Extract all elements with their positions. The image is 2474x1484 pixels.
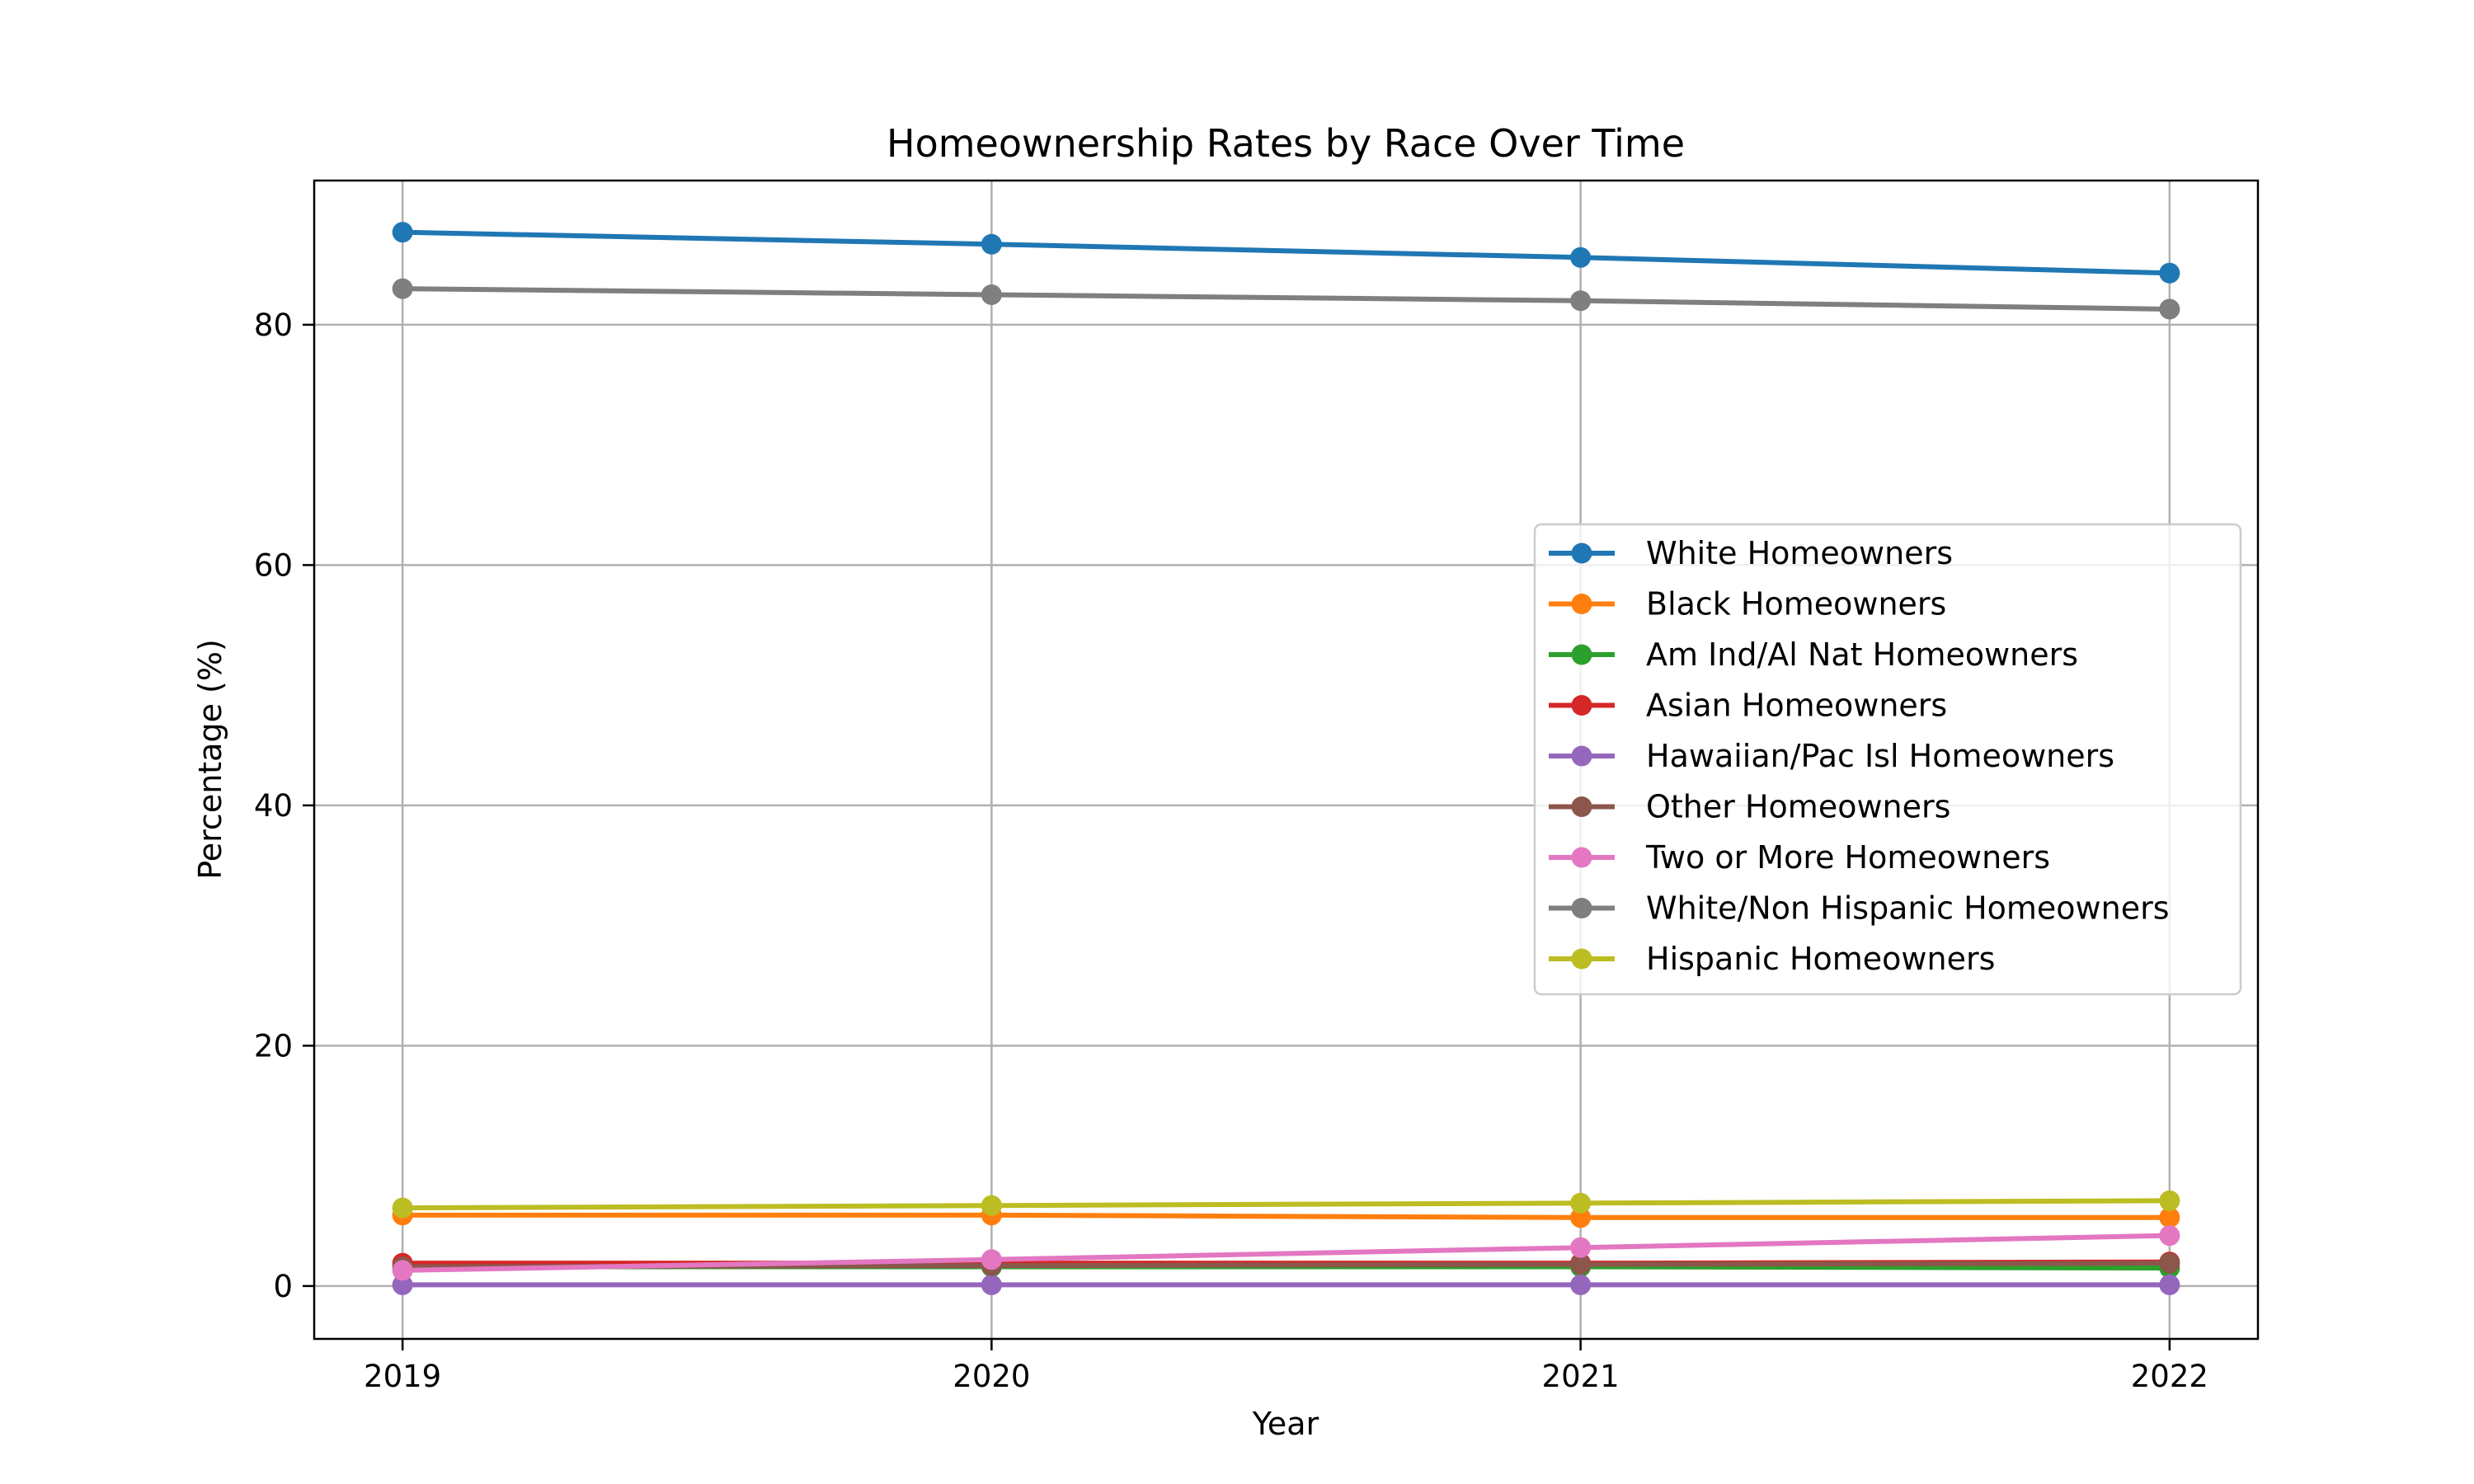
- data-point: [2159, 262, 2180, 284]
- legend-entry: Hispanic Homeowners: [1549, 941, 1995, 977]
- legend-entry: Am Ind/Al Nat Homeowners: [1549, 636, 2078, 673]
- legend-swatch-marker: [1571, 644, 1592, 665]
- y-tick-label: 60: [254, 547, 293, 583]
- data-point: [392, 278, 413, 299]
- data-point: [1570, 1254, 1592, 1275]
- series-line: [402, 1198, 2170, 1211]
- legend-label: Other Homeowners: [1646, 789, 1950, 825]
- data-point: [2159, 1252, 2180, 1274]
- legend-swatch-marker: [1571, 948, 1592, 970]
- legend-swatch-marker: [1571, 847, 1592, 868]
- data-point: [392, 1197, 413, 1219]
- legend-swatch-marker: [1571, 898, 1592, 918]
- legend-label: Asian Homeowners: [1646, 688, 1947, 724]
- legend-label: White/Non Hispanic Homeowners: [1646, 890, 2170, 927]
- data-point: [2159, 1190, 2180, 1211]
- axis-ticks: 2019 2020 2021 2022 0 20 40 60 80: [254, 308, 2208, 1394]
- y-tick-label: 80: [254, 308, 293, 343]
- series-4: [392, 1274, 2180, 1295]
- legend: White Homeowners Black Homeowners Am Ind/A…: [1533, 523, 2242, 996]
- series-line: [402, 229, 2170, 276]
- legend-entry: Other Homeowners: [1549, 789, 1950, 825]
- data-point: [1570, 1237, 1592, 1258]
- legend-swatch-marker: [1571, 745, 1592, 767]
- x-axis-label: Year: [1252, 1406, 1319, 1442]
- data-point: [981, 1195, 1002, 1216]
- y-tick-label: 20: [254, 1028, 293, 1064]
- data-point: [2159, 1225, 2180, 1247]
- data-point: [981, 284, 1002, 305]
- data-point: [1570, 1207, 1592, 1228]
- series-8: [392, 1190, 2180, 1219]
- legend-entry: Hawaiian/Pac Isl Homeowners: [1549, 738, 2114, 774]
- data-point: [1570, 1274, 1592, 1295]
- legend-swatch-marker: [1571, 542, 1592, 564]
- legend-entry: Two or More Homeowners: [1549, 839, 2050, 876]
- legend-box: [1533, 523, 2242, 996]
- legend-entry: Asian Homeowners: [1549, 688, 1947, 724]
- x-tick-label: 2022: [2131, 1359, 2208, 1394]
- legend-entry: Black Homeowners: [1549, 586, 1946, 622]
- legend-entry: White/Non Hispanic Homeowners: [1549, 890, 2170, 927]
- legend-label: Black Homeowners: [1646, 586, 1946, 622]
- data-point: [2159, 1274, 2180, 1295]
- legend-swatch-marker: [1571, 796, 1592, 817]
- legend-label: White Homeowners: [1646, 535, 1953, 571]
- data-point: [1570, 1192, 1592, 1214]
- data-point: [981, 233, 1002, 255]
- legend-swatch-marker: [1571, 695, 1592, 716]
- series-line: [402, 286, 2170, 312]
- x-tick-label: 2021: [1542, 1359, 1620, 1394]
- y-axis-label: Percentage (%): [192, 639, 228, 880]
- x-tick-label: 2019: [364, 1359, 441, 1394]
- data-point: [2159, 298, 2180, 320]
- series-lines: [392, 222, 2180, 1295]
- data-point: [392, 222, 413, 243]
- data-point: [392, 1274, 413, 1295]
- legend-label: Am Ind/Al Nat Homeowners: [1646, 636, 2078, 673]
- series-7: [392, 278, 2180, 320]
- legend-label: Two or More Homeowners: [1645, 839, 2050, 876]
- data-point: [981, 1274, 1002, 1295]
- legend-entry: White Homeowners: [1549, 535, 1953, 571]
- data-point: [2159, 1207, 2180, 1228]
- legend-label: Hispanic Homeowners: [1646, 941, 1995, 977]
- series-line: [402, 1212, 2170, 1220]
- series-line: [402, 1233, 2170, 1273]
- data-point: [392, 1260, 413, 1281]
- data-point: [1570, 290, 1592, 312]
- series-0: [392, 222, 2180, 284]
- plot-frame: [313, 179, 2260, 1341]
- x-tick-label: 2020: [952, 1359, 1030, 1394]
- chart-title: Homeownership Rates by Race Over Time: [887, 121, 1685, 166]
- y-tick-label: 0: [273, 1269, 293, 1304]
- y-tick-label: 40: [254, 788, 293, 824]
- data-point: [981, 1249, 1002, 1270]
- series-6: [392, 1225, 2180, 1281]
- data-point: [1570, 247, 1592, 268]
- legend-label: Hawaiian/Pac Isl Homeowners: [1646, 738, 2114, 774]
- legend-swatch-marker: [1571, 594, 1592, 614]
